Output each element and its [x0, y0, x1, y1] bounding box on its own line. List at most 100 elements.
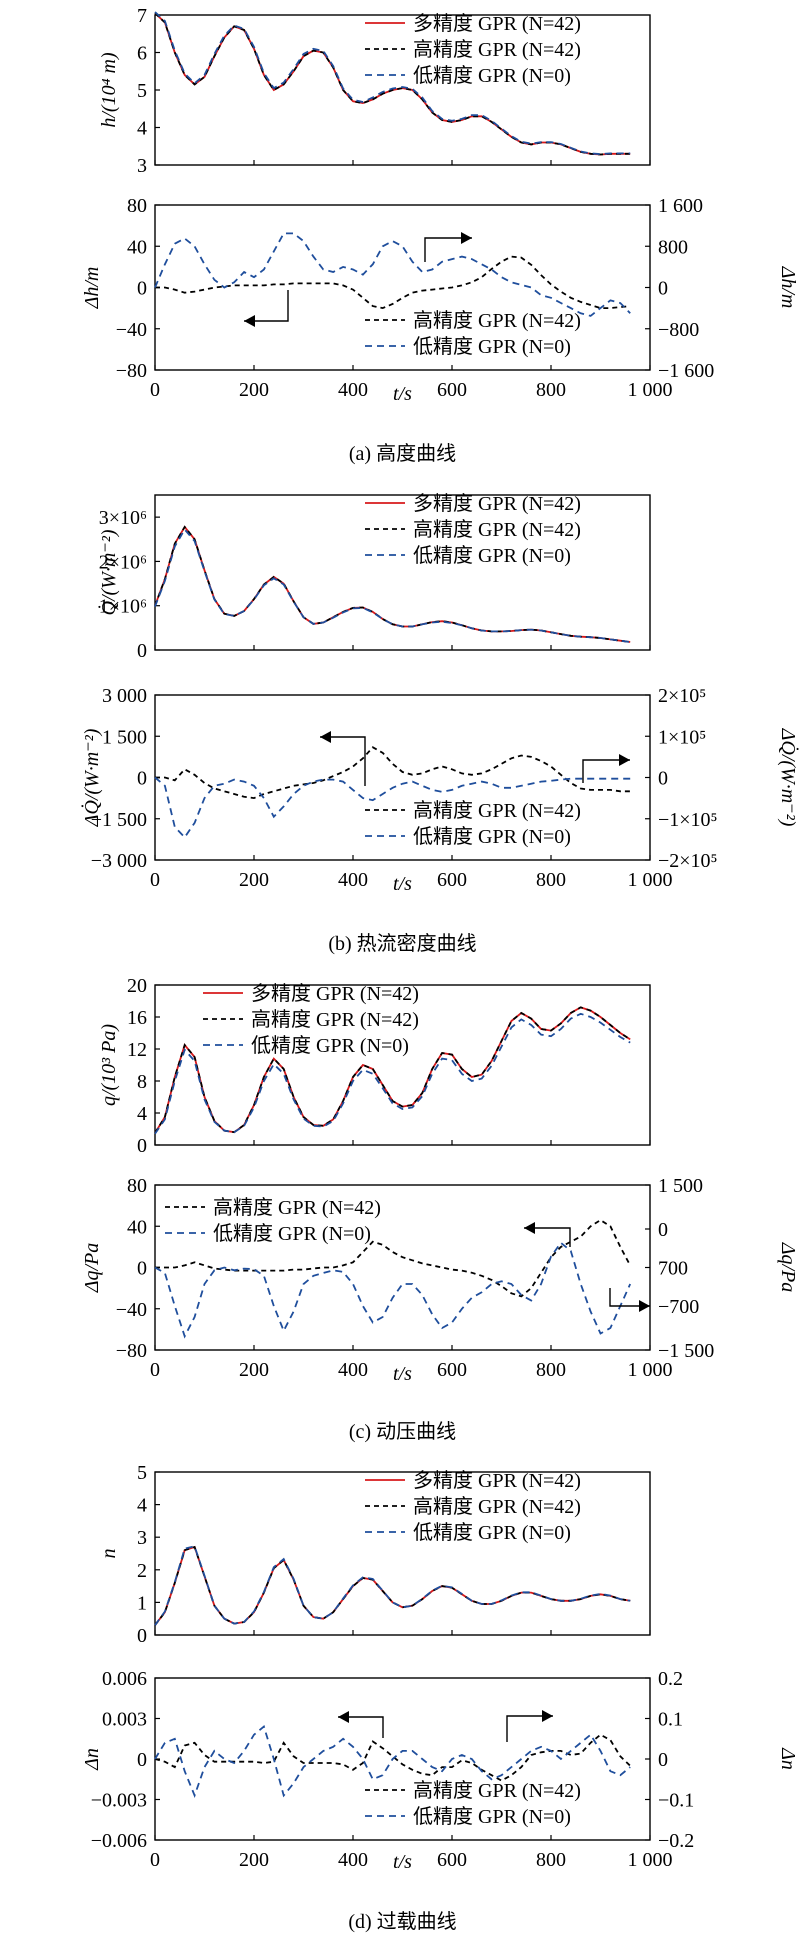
panel-a-bottom-yleft-tick-label: 40 — [127, 236, 147, 258]
panel-b-bottom-arrow-left — [320, 736, 366, 786]
panel-d-top-legend-label-multi: 多精度 GPR (N=42) — [413, 1469, 581, 1492]
panel-c-bottom-ylabel-right: Δq/Pa — [777, 1242, 799, 1293]
panel-c-x-tick-label: 200 — [239, 1359, 269, 1381]
panel-a-bottom-arrow-left — [244, 290, 289, 322]
panel-a-top-frame — [154, 14, 651, 166]
panel-d-bottom-arrow-left — [338, 1716, 384, 1738]
panel-c-xlabel: t/s — [393, 1363, 412, 1385]
panel-b-top-ylabel: Q̇/(W·m⁻²) — [97, 529, 120, 615]
panel-a-top-y-tick-label: 3 — [137, 155, 147, 177]
panel-c-top-legend-label-multi: 多精度 GPR (N=42) — [251, 982, 419, 1005]
panel-b-x-tick-label: 0 — [150, 869, 160, 891]
panel-a-top-legend-label-low: 低精度 GPR (N=0) — [413, 64, 571, 87]
panel-d-bottom-arrowhead-right — [542, 1710, 553, 1722]
panel-b-bottom-yleft-tick-label: 1 500 — [102, 726, 147, 748]
panel-d-bottom-yright-tick-label: −0.1 — [658, 1790, 694, 1812]
panel-c-bottom-yright-tick-label: 700 — [658, 1258, 688, 1280]
panel-c-bottom-yright-tick-label: −1 500 — [658, 1340, 714, 1362]
panel-a-bottom-arrowhead-left — [244, 315, 255, 327]
panel-c-bottom-arrowhead-left — [524, 1222, 535, 1234]
panel-d-x-tick-label: 800 — [536, 1849, 566, 1871]
panel-c-bottom-arrow-right — [609, 1288, 650, 1307]
panel-c-x-tick-label: 600 — [437, 1359, 467, 1381]
panel-d-bottom-ylabel-left: Δn — [81, 1748, 103, 1771]
panel-d-x-tick-label: 400 — [338, 1849, 368, 1871]
panel-a-xlabel: t/s — [393, 383, 412, 405]
panel-a-top-series-high — [154, 12, 631, 156]
panel-d-bottom-yright-tick-label: 0.1 — [658, 1709, 683, 1731]
panel-c-bottom-yright-tick-label: 0 — [658, 1219, 668, 1241]
panel-a-x-tick-label: 400 — [338, 379, 368, 401]
panel-b-top-y-tick-label: 0 — [137, 640, 147, 662]
panel-d-top-legend-label-low: 低精度 GPR (N=0) — [413, 1521, 571, 1544]
panel-a-bottom-series-high — [155, 255, 631, 310]
panel-b-x-tick-label: 200 — [239, 869, 269, 891]
panel-a-top-y-tick-label: 6 — [137, 43, 147, 65]
panel-c-bottom-yleft-tick-label: −80 — [116, 1340, 147, 1362]
panel-b-top-series-low — [154, 527, 631, 643]
panel-c-caption: (c) 动压曲线 — [349, 1420, 456, 1443]
panel-b-top-legend-label-high: 高精度 GPR (N=42) — [413, 518, 581, 541]
panel-b-top-y-tick-label: 2×10⁶ — [99, 551, 147, 573]
panel-a-bottom-ylabel-right: Δh/m — [777, 266, 799, 309]
panel-a-bottom-yright-tick-label: −800 — [658, 319, 699, 341]
panel-a-top-series-low — [154, 11, 631, 156]
panel-c-bottom-yleft-tick-label: 80 — [127, 1175, 147, 1197]
panel-c-bottom-yleft-tick-label: 0 — [137, 1258, 147, 1280]
panel-b-bottom-yright-tick-label: −1×10⁵ — [658, 809, 718, 831]
panel-c-top-legend-label-low: 低精度 GPR (N=0) — [251, 1034, 409, 1057]
panel-c-top-y-tick-label: 8 — [137, 1071, 147, 1093]
panel-a-bottom-arrowhead-right — [461, 232, 472, 244]
panel-d-x-tick-label: 1 000 — [628, 1849, 673, 1871]
panel-b-x-tick-label: 600 — [437, 869, 467, 891]
panel-b-bottom-ylabel-right: ΔQ̇/(W·m⁻²) — [777, 728, 800, 827]
panel-d-x-tick-label: 600 — [437, 1849, 467, 1871]
panel-d-top-y-tick-label: 5 — [137, 1462, 147, 1484]
panel-a-bottom-legend-label-low: 低精度 GPR (N=0) — [413, 335, 571, 358]
panel-d-top-frame — [154, 1471, 651, 1636]
panel-d-caption: (d) 过载曲线 — [348, 1910, 456, 1933]
panel-b-bottom-yright-tick-label: 0 — [658, 768, 668, 790]
panel-b-bottom-yleft-tick-label: −1 500 — [91, 809, 147, 831]
panel-b-caption: (b) 热流密度曲线 — [328, 932, 476, 955]
panel-c-bottom-yright-tick-label: 1 500 — [658, 1175, 703, 1197]
panel-b-bottom-arrow-right — [582, 759, 630, 783]
panel-a-caption: (a) 高度曲线 — [349, 442, 456, 465]
panel-b-top-y-tick-label: 3×10⁶ — [99, 507, 147, 529]
panel-b-top-legend-label-low: 低精度 GPR (N=0) — [413, 544, 571, 567]
panel-a-x-tick-label: 600 — [437, 379, 467, 401]
panel-c-x-tick-label: 800 — [536, 1359, 566, 1381]
panel-d-top-y-tick-label: 2 — [137, 1560, 147, 1582]
panel-d-x-tick-label: 200 — [239, 1849, 269, 1871]
panel-d-top-y-tick-label: 3 — [137, 1527, 147, 1549]
panel-a-bottom-yright-tick-label: 0 — [658, 278, 668, 300]
panel-d-xlabel: t/s — [393, 1851, 412, 1873]
panel-a-bottom-yright-tick-label: 1 600 — [658, 195, 703, 217]
panel-c-bottom-legend-label-low: 低精度 GPR (N=0) — [213, 1222, 371, 1245]
panel-c-x-tick-label: 400 — [338, 1359, 368, 1381]
panel-a-top-y-tick-label: 7 — [137, 5, 147, 27]
panel-d-top-y-tick-label: 1 — [137, 1592, 147, 1614]
panel-d-bottom-legend-label-high: 高精度 GPR (N=42) — [413, 1779, 581, 1802]
panel-a-top-y-tick-label: 5 — [137, 80, 147, 102]
panel-a-bottom-legend-label-high: 高精度 GPR (N=42) — [413, 309, 581, 332]
panel-c-top-ylabel: q/(10³ Pa) — [98, 1024, 120, 1106]
panel-b-bottom-series-low — [154, 776, 631, 839]
panel-b-bottom-series-high — [155, 746, 631, 800]
panel-b-bottom-yright-tick-label: 1×10⁵ — [658, 726, 706, 748]
panel-a-bottom-series-low — [154, 232, 631, 317]
panel-a-x-tick-label: 800 — [536, 379, 566, 401]
panel-b-bottom-ylabel-left: ΔQ̇/(W·m⁻²) — [80, 728, 103, 827]
panel-b-bottom-yleft-tick-label: 3 000 — [102, 685, 147, 707]
panel-d-bottom-yleft-tick-label: −0.003 — [91, 1790, 147, 1812]
panel-d-bottom-legend-label-low: 低精度 GPR (N=0) — [413, 1805, 571, 1828]
panel-d-bottom-yright-tick-label: −0.2 — [658, 1830, 694, 1852]
panel-d-bottom-yright-tick-label: 0 — [658, 1749, 668, 1771]
panel-a-top-legend-label-multi: 多精度 GPR (N=42) — [413, 12, 581, 35]
panel-c-bottom-ylabel-left: Δq/Pa — [81, 1243, 103, 1294]
panel-d-bottom-yleft-tick-label: 0.003 — [102, 1709, 147, 1731]
panel-b-bottom-yright-tick-label: −2×10⁵ — [658, 850, 718, 872]
panel-d-bottom-ylabel-right: Δn — [777, 1747, 799, 1770]
panel-b-x-tick-label: 1 000 — [628, 869, 673, 891]
